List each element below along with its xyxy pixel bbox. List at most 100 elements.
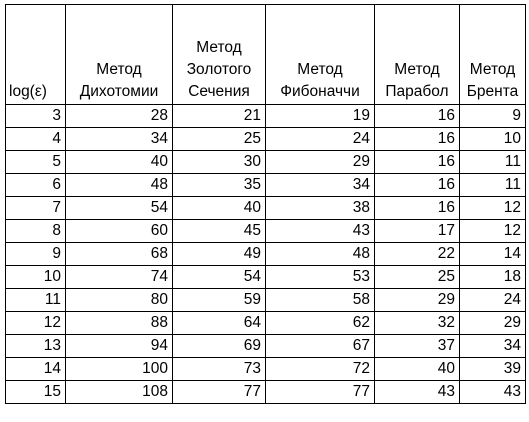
table-cell: 9 (460, 105, 526, 128)
table-row: 10 74 54 53 25 18 (6, 266, 526, 289)
table-cell: 11 (460, 151, 526, 174)
column-header-line: Метод (269, 59, 371, 81)
table-cell: 25 (173, 128, 266, 151)
table-cell: 8 (6, 220, 66, 243)
table-cell: 72 (266, 358, 375, 381)
table-cell: 9 (6, 243, 66, 266)
column-header-line: Метод (463, 59, 522, 81)
table-cell: 58 (266, 289, 375, 312)
table-cell: 25 (375, 266, 460, 289)
column-header-line: Парабол (378, 81, 456, 103)
table-cell: 16 (375, 151, 460, 174)
table-cell: 5 (6, 151, 66, 174)
table-row: 14 100 73 72 40 39 (6, 358, 526, 381)
table-cell: 59 (173, 289, 266, 312)
table-cell: 43 (266, 220, 375, 243)
table-cell: 14 (6, 358, 66, 381)
table-header: log(ε) Метод Дихотомии Метод Золотого Сечения… (6, 5, 526, 105)
table-cell: 43 (460, 381, 526, 404)
table-row: 12 88 64 62 32 29 (6, 312, 526, 335)
table-cell: 34 (266, 174, 375, 197)
table-cell: 29 (266, 151, 375, 174)
table-cell: 16 (375, 197, 460, 220)
table-cell: 13 (6, 335, 66, 358)
table-cell: 45 (173, 220, 266, 243)
table-row: 5 40 30 29 16 11 (6, 151, 526, 174)
table-cell: 48 (266, 243, 375, 266)
table-cell: 11 (6, 289, 66, 312)
table-cell: 29 (375, 289, 460, 312)
table-cell: 29 (460, 312, 526, 335)
column-header-line: Дихотомии (69, 81, 169, 103)
column-header-line: Метод (69, 59, 169, 81)
table-cell: 40 (66, 151, 173, 174)
table-cell: 7 (6, 197, 66, 220)
table-cell: 17 (375, 220, 460, 243)
table-cell: 35 (173, 174, 266, 197)
table-cell: 54 (66, 197, 173, 220)
column-header-line: Брента (463, 81, 522, 103)
column-header-line: Фибоначчи (269, 81, 371, 103)
table-cell: 21 (173, 105, 266, 128)
column-header: Метод Золотого Сечения (173, 5, 266, 105)
comparison-table: log(ε) Метод Дихотомии Метод Золотого Сечения… (5, 4, 526, 404)
table-cell: 19 (266, 105, 375, 128)
table-cell: 88 (66, 312, 173, 335)
table-cell: 40 (173, 197, 266, 220)
table-cell: 74 (66, 266, 173, 289)
table-row: 3 28 21 19 16 9 (6, 105, 526, 128)
column-header: Метод Дихотомии (66, 5, 173, 105)
table-cell: 6 (6, 174, 66, 197)
table-cell: 15 (6, 381, 66, 404)
table-cell: 40 (375, 358, 460, 381)
table-cell: 12 (6, 312, 66, 335)
table-cell: 34 (66, 128, 173, 151)
table-cell: 67 (266, 335, 375, 358)
table-cell: 3 (6, 105, 66, 128)
table-cell: 100 (66, 358, 173, 381)
table-cell: 43 (375, 381, 460, 404)
table-body: 3 28 21 19 16 9 4 34 25 24 16 10 5 40 30 29 16 11 6 48 35 34 1… (6, 105, 526, 404)
table-cell: 54 (173, 266, 266, 289)
table-cell: 14 (460, 243, 526, 266)
table-cell: 60 (66, 220, 173, 243)
table-cell: 94 (66, 335, 173, 358)
table-cell: 10 (6, 266, 66, 289)
column-header: log(ε) (6, 5, 66, 105)
table-cell: 77 (266, 381, 375, 404)
table-cell: 16 (375, 174, 460, 197)
table-cell: 39 (460, 358, 526, 381)
column-header: Метод Парабол (375, 5, 460, 105)
table-row: 15 108 77 77 43 43 (6, 381, 526, 404)
table-row: 13 94 69 67 37 34 (6, 335, 526, 358)
table-row: 6 48 35 34 16 11 (6, 174, 526, 197)
table-row: 11 80 59 58 29 24 (6, 289, 526, 312)
column-header: Метод Брента (460, 5, 526, 105)
table-cell: 73 (173, 358, 266, 381)
table-cell: 108 (66, 381, 173, 404)
column-header: Метод Фибоначчи (266, 5, 375, 105)
table-cell: 28 (66, 105, 173, 128)
table-cell: 49 (173, 243, 266, 266)
table-cell: 38 (266, 197, 375, 220)
table-cell: 30 (173, 151, 266, 174)
table-cell: 32 (375, 312, 460, 335)
table-row: 7 54 40 38 16 12 (6, 197, 526, 220)
table-cell: 64 (173, 312, 266, 335)
table-cell: 77 (173, 381, 266, 404)
table-cell: 4 (6, 128, 66, 151)
column-header-line: Метод (176, 37, 262, 59)
table-cell: 18 (460, 266, 526, 289)
table-cell: 68 (66, 243, 173, 266)
table-cell: 12 (460, 220, 526, 243)
table-cell: 10 (460, 128, 526, 151)
table-row: 9 68 49 48 22 14 (6, 243, 526, 266)
column-header-line: Золотого (176, 59, 262, 81)
table-cell: 16 (375, 105, 460, 128)
table-row: 4 34 25 24 16 10 (6, 128, 526, 151)
table-cell: 24 (460, 289, 526, 312)
table-cell: 16 (375, 128, 460, 151)
header-row: log(ε) Метод Дихотомии Метод Золотого Сечения… (6, 5, 526, 105)
table-cell: 80 (66, 289, 173, 312)
table-cell: 53 (266, 266, 375, 289)
